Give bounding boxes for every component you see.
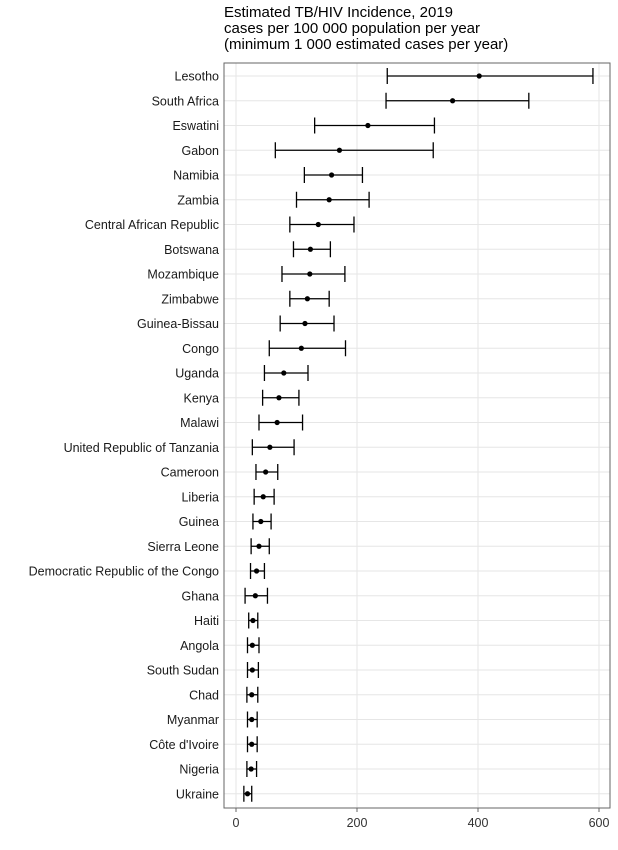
category-label: Congo [182,342,219,356]
category-label: Lesotho [175,70,220,84]
data-point [244,791,251,797]
category-label: Angola [180,639,219,653]
category-label: Nigeria [179,763,219,777]
x-tick-label: 0 [233,816,240,830]
x-tick-label: 400 [468,816,489,830]
data-point [249,741,255,747]
data-point [249,667,255,673]
chart-subtitle-line-2: (minimum 1 000 estimated cases per year) [224,36,509,53]
category-label: Guinea-Bissau [137,317,219,331]
data-point [276,395,282,401]
data-point [304,296,310,302]
category-label: Ghana [181,589,219,603]
category-label: Eswatini [172,119,219,133]
data-point [328,172,335,178]
data-point [307,246,314,252]
data-point [249,642,255,648]
category-label: Botswana [164,243,219,257]
category-label: Democratic Republic of the Congo [29,565,219,579]
category-label: Chad [189,688,219,702]
data-point [476,73,482,79]
chart-title-block: Estimated TB/HIV Incidence, 2019 cases p… [224,5,508,53]
data-point [326,197,332,203]
data-point [336,147,343,153]
category-label: Ukraine [176,787,219,801]
chart-title: Estimated TB/HIV Incidence, 2019 [224,4,454,21]
data-point [365,122,371,129]
data-point [248,766,254,772]
data-point [253,568,260,574]
category-label: Uganda [175,367,219,381]
category-label: Gabon [181,144,219,158]
data-point [281,370,287,376]
data-point [263,469,269,475]
data-point [449,98,456,104]
category-label: Myanmar [167,713,219,727]
category-label: United Republic of Tanzania [64,441,219,455]
category-label: Guinea [179,515,219,529]
category-label: South Sudan [147,664,219,678]
chart-subtitle-line-1: cases per 100 000 population per year [224,20,481,37]
category-label: Côte d'Ivoire [149,738,219,752]
x-tick-label: 600 [589,816,610,830]
category-label: Haiti [194,614,219,628]
data-point [260,494,266,500]
category-label: South Africa [152,94,219,108]
data-point [250,617,256,624]
category-label: Cameroon [161,466,219,480]
data-point [315,221,321,228]
category-label: Central African Republic [85,218,219,232]
data-point [252,593,258,599]
data-point [249,692,255,698]
data-point [298,345,304,351]
data-point [302,320,308,327]
data-point [249,716,255,723]
category-label: Kenya [184,391,219,405]
plot-panel-border [223,62,611,809]
category-label: Sierra Leone [147,540,219,554]
data-point [274,419,280,426]
category-label: Liberia [181,490,219,504]
category-label: Namibia [173,169,219,183]
category-label: Malawi [180,416,219,430]
category-label: Zambia [177,193,219,207]
data-point [267,444,273,450]
data-point [258,518,264,525]
data-point [256,543,262,549]
x-tick-label: 200 [347,816,368,830]
data-point [307,271,313,277]
category-label: Zimbabwe [161,292,219,306]
category-label: Mozambique [147,268,219,282]
